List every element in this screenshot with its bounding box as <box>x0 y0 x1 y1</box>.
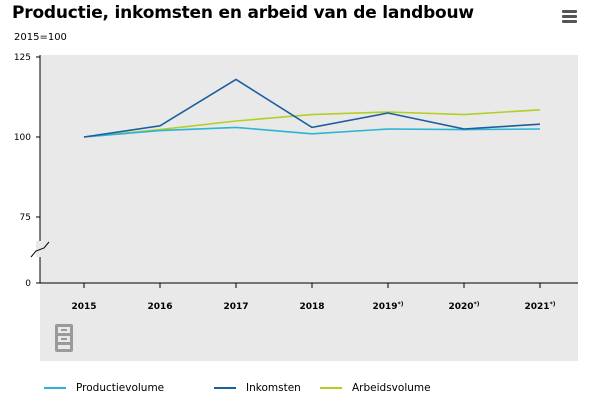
series-lines <box>83 78 541 138</box>
x-tick-label: 2017 <box>223 302 248 312</box>
plot-background <box>40 55 578 361</box>
x-tick-label: 2019*) <box>373 301 404 312</box>
legend-item-productievolume[interactable]: Productievolume <box>44 382 214 394</box>
legend-swatch-productievolume <box>44 387 66 389</box>
chart-legend: Productievolume Inkomsten Arbeidsvolume <box>44 382 431 394</box>
x-tick-label: 2021*) <box>525 301 556 312</box>
series-line-inkomsten[interactable] <box>83 78 541 138</box>
axis-break-icon <box>30 241 50 258</box>
cbs-logo <box>55 324 73 352</box>
hamburger-menu-icon[interactable] <box>562 10 577 23</box>
y-tick-label: 75 <box>20 213 31 223</box>
legend-label-arbeidsvolume: Arbeidsvolume <box>352 382 431 394</box>
legend-swatch-inkomsten <box>214 387 236 389</box>
x-tick-label: 2015 <box>71 302 96 312</box>
y-tick-label: 100 <box>14 133 31 143</box>
y-tick-label: 0 <box>25 279 31 289</box>
y-tick-label: 125 <box>14 53 31 63</box>
series-line-arbeidsvolume[interactable] <box>83 109 541 138</box>
x-tick-label: 2020*) <box>449 301 480 312</box>
chart-subtitle: 2015=100 <box>14 32 67 43</box>
legend-item-inkomsten[interactable]: Inkomsten <box>214 382 320 394</box>
x-tick-label: 2018 <box>299 302 324 312</box>
legend-swatch-arbeidsvolume <box>320 387 342 389</box>
chart-title: Productie, inkomsten en arbeid van de la… <box>12 3 474 23</box>
y-axis-ticks: 125 100 75 0 <box>14 53 40 289</box>
x-tick-label: 2016 <box>147 302 172 312</box>
x-axis-ticks: 2015 2016 2017 2018 2019*) 2020*) 2021*) <box>71 283 556 312</box>
legend-label-inkomsten: Inkomsten <box>246 382 301 394</box>
legend-item-arbeidsvolume[interactable]: Arbeidsvolume <box>320 382 431 394</box>
legend-label-productievolume: Productievolume <box>76 382 165 394</box>
